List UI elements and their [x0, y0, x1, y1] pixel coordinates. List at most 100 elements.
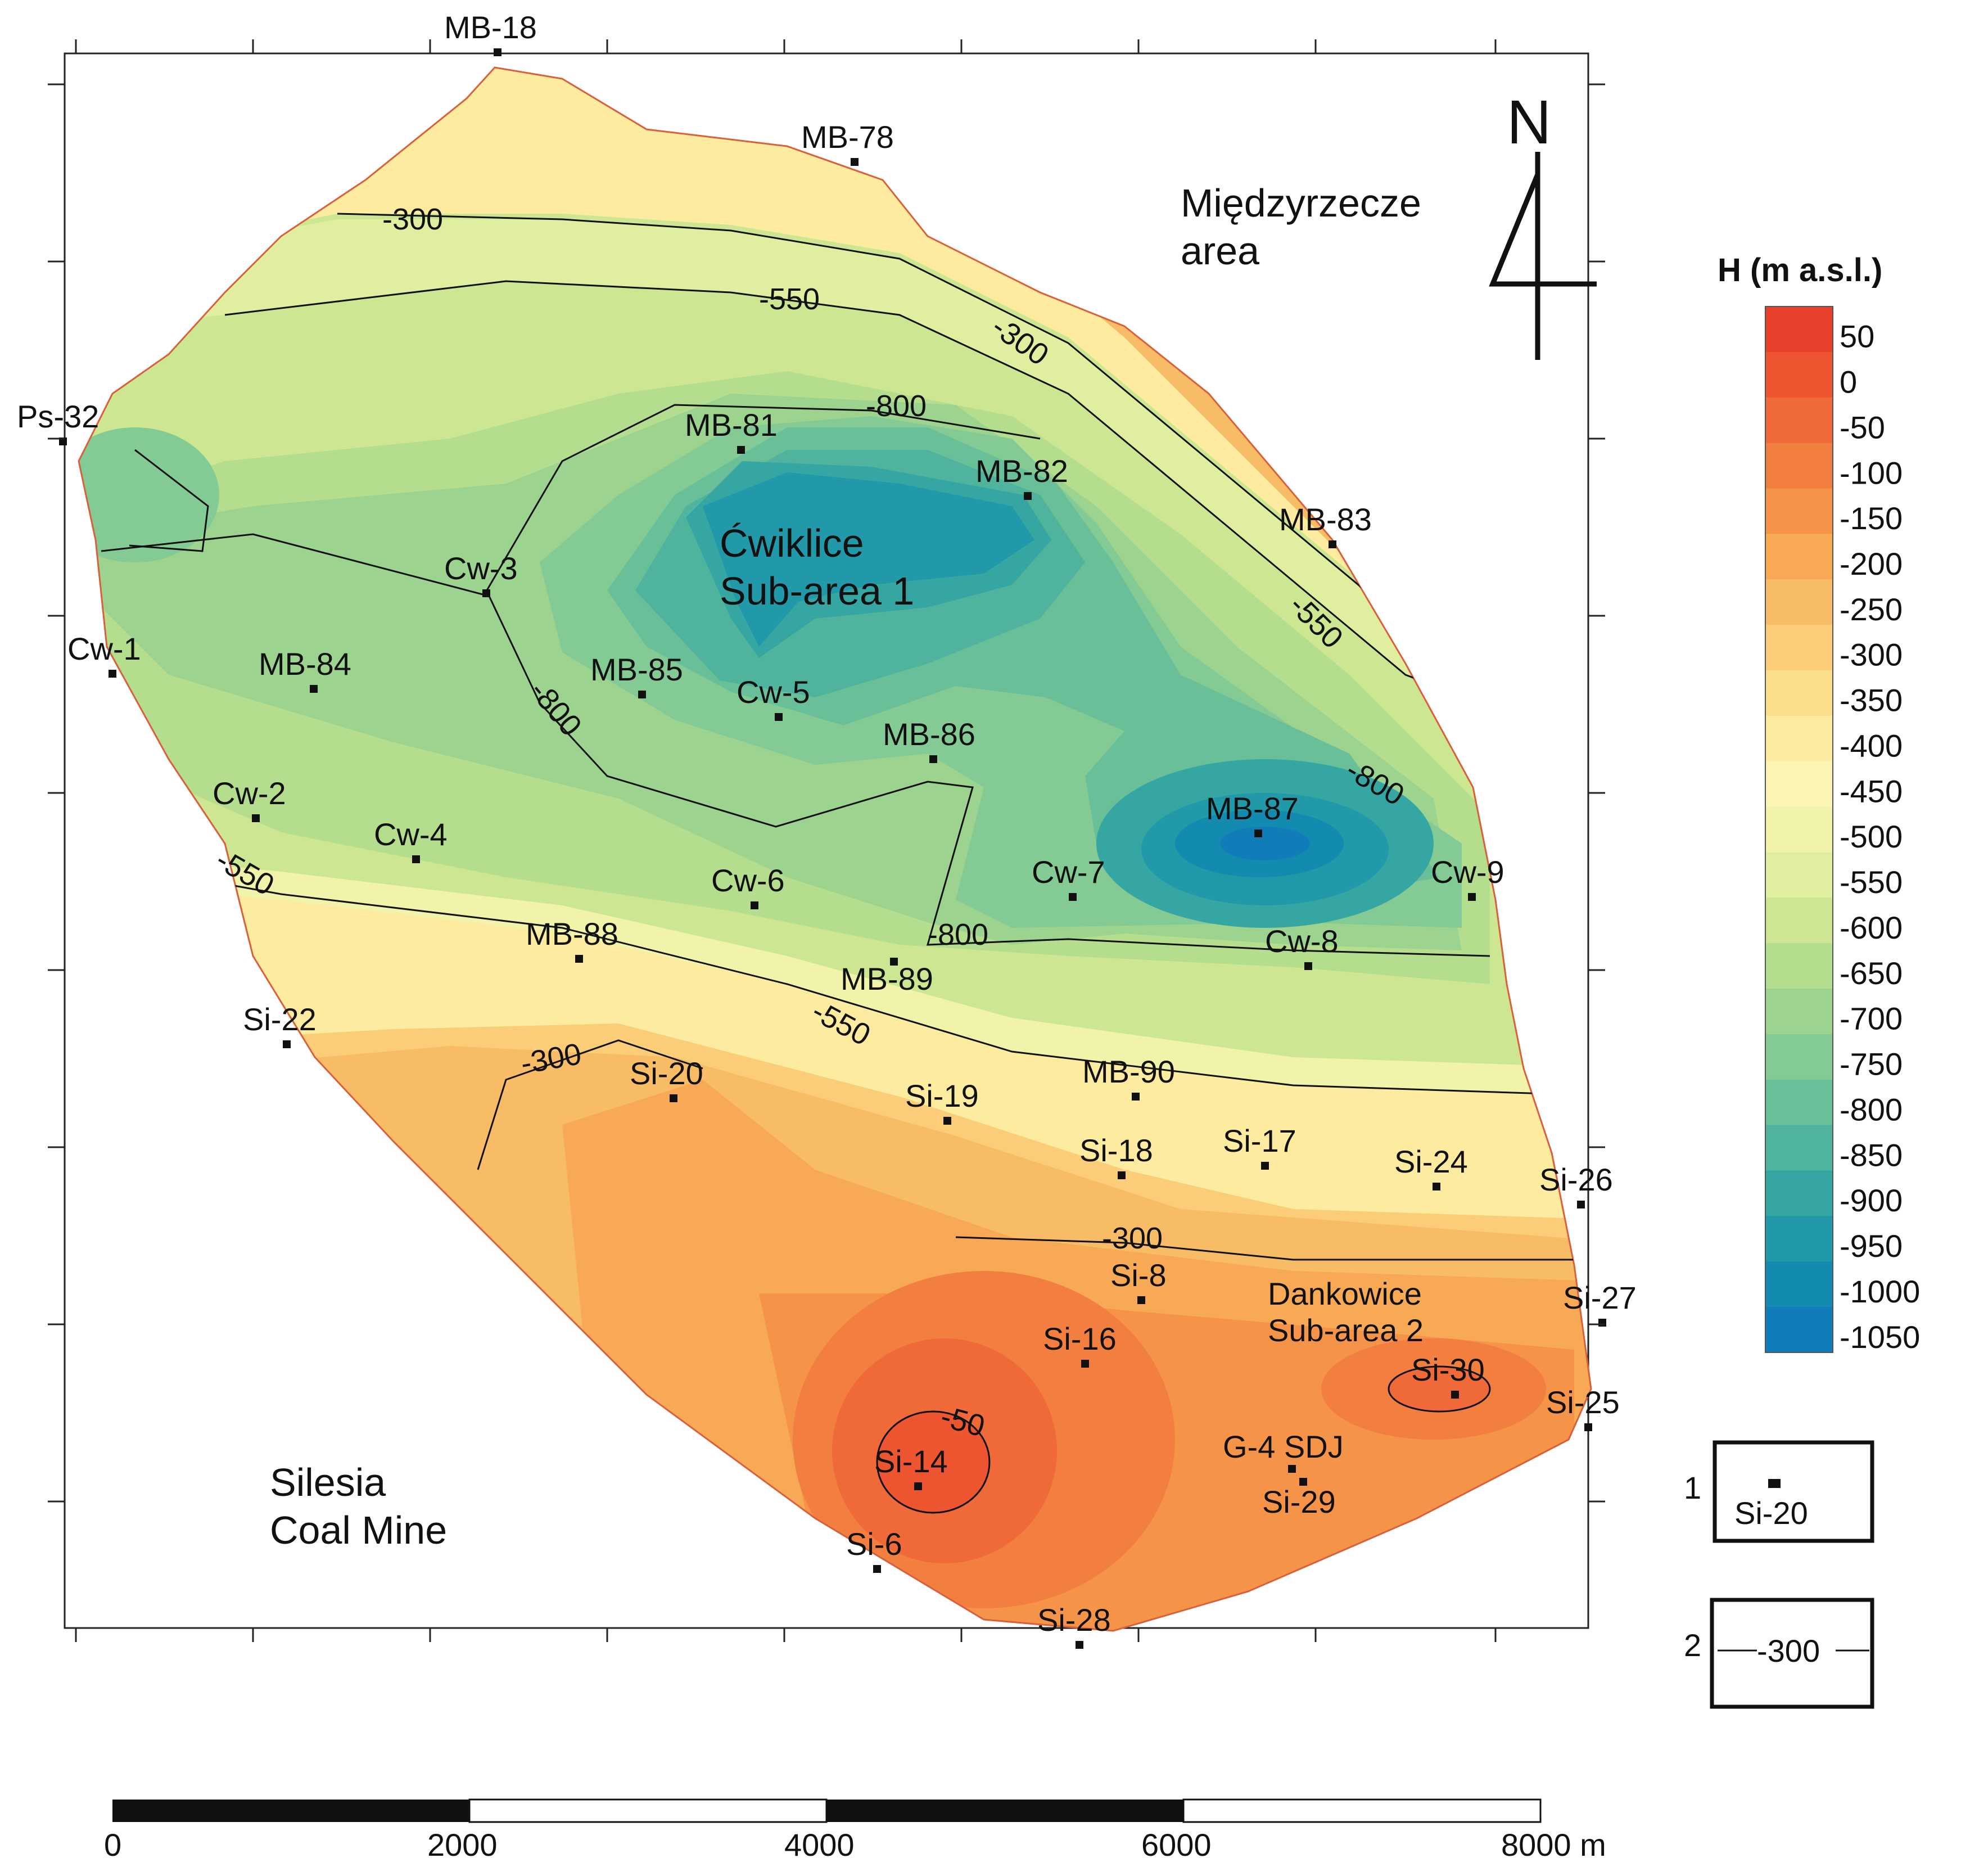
area-label-miedzyrzecze: Międzyrzecze — [1181, 181, 1421, 225]
well-marker — [1584, 1423, 1592, 1431]
area-label-miedzyrzecze-2: area — [1181, 229, 1259, 273]
legend-swatch — [1765, 1307, 1833, 1353]
legend-item-label: Si-20 — [1734, 1495, 1808, 1531]
legend-level-label: -50 — [1840, 409, 1885, 445]
well-label: MB-90 — [1082, 1054, 1175, 1089]
well-marker — [1299, 1478, 1307, 1486]
legend-swatch — [1765, 806, 1833, 853]
well-label: Si-30 — [1411, 1352, 1485, 1387]
well-label: MB-84 — [259, 646, 351, 682]
legend-swatch — [1765, 579, 1833, 626]
well-marker — [1081, 1360, 1089, 1368]
legend-level-label: 0 — [1840, 364, 1857, 400]
well-marker — [575, 955, 583, 963]
well-marker — [1132, 1093, 1140, 1101]
well-label: MB-87 — [1206, 791, 1299, 826]
area-labels: Międzyrzecze area Ćwiklice Sub-area 1 Da… — [270, 181, 1424, 1552]
well-label: Si-22 — [243, 1002, 317, 1037]
well-label: Ps-32 — [17, 399, 99, 434]
well-label: Si-29 — [1262, 1484, 1336, 1519]
legend-level-label: -800 — [1840, 1092, 1903, 1127]
legend-level-label: -750 — [1840, 1047, 1903, 1082]
well-label: Cw-2 — [213, 775, 286, 811]
legend-swatch — [1765, 1125, 1833, 1171]
well-label: Cw-7 — [1032, 854, 1105, 890]
legend-swatch — [1765, 397, 1833, 444]
well-marker — [851, 158, 859, 166]
legend-swatch — [1765, 761, 1833, 808]
well-label: Cw-9 — [1431, 854, 1504, 890]
well-marker — [914, 1482, 922, 1490]
well-marker — [1254, 829, 1262, 837]
area-label-dankowice: Dankowice — [1268, 1276, 1422, 1311]
legend-swatch — [1765, 989, 1833, 1035]
map-frame — [64, 52, 1589, 1629]
well-label: Si-19 — [905, 1078, 979, 1113]
well-label: MB-81 — [685, 407, 778, 443]
legend-level-label: 50 — [1840, 319, 1874, 354]
legend-item-label: -300 — [1757, 1633, 1820, 1668]
contour-label: -800 — [928, 918, 988, 951]
legend: H (m a.s.l.) 50 0 -50 -100 -150 -200 -250 -300 -… — [1684, 252, 1920, 1709]
legend-swatch — [1765, 534, 1833, 580]
legend-item-contour: 2 -300 — [1684, 1598, 1874, 1709]
well-marker — [1468, 893, 1476, 901]
well-marker — [1598, 1319, 1606, 1327]
well-label: MB-83 — [1279, 502, 1372, 537]
well-marker — [1024, 492, 1032, 500]
legend-colorbar — [1765, 306, 1833, 1353]
legend-level-label: -150 — [1840, 500, 1903, 536]
well-marker — [1076, 1641, 1083, 1649]
well-marker — [1329, 540, 1336, 548]
frame-ticks — [48, 39, 1605, 1642]
well-marker — [737, 446, 745, 454]
well-marker — [638, 691, 646, 698]
well-label: MB-89 — [841, 961, 933, 996]
area-label-cwiklice: Ćwiklice — [720, 521, 864, 565]
legend-swatch — [1765, 351, 1833, 398]
well-label: Si-18 — [1079, 1133, 1153, 1168]
legend-labels: 50 0 -50 -100 -150 -200 -250 -300 -350 -400 -450 -5… — [1840, 319, 1920, 1355]
well-marker — [283, 1040, 291, 1048]
well-marker — [775, 713, 783, 721]
well-marker — [1137, 1296, 1145, 1304]
well-marker — [1451, 1391, 1459, 1399]
well-label: Cw-3 — [444, 551, 518, 586]
well-group: MB-18 MB-78 Ps-32 MB-81 MB-82 MB-83 Cw-3 Cw-1 MB… — [17, 10, 1637, 1649]
well-label: Si-16 — [1043, 1321, 1117, 1356]
legend-level-label: -100 — [1840, 455, 1903, 490]
well-marker — [1577, 1201, 1585, 1208]
legend-swatch — [1765, 715, 1833, 762]
contour-label: -300 — [1102, 1221, 1163, 1255]
well-marker — [873, 1565, 881, 1573]
well-label: MB-18 — [444, 10, 537, 45]
legend-level-label: -250 — [1840, 592, 1903, 627]
well-marker — [890, 958, 898, 966]
legend-swatch — [1765, 488, 1833, 535]
well-label: Si-27 — [1563, 1280, 1637, 1315]
legend-swatch — [1765, 1261, 1833, 1308]
scale-tick-label: 0 — [104, 1827, 121, 1863]
well-marker — [670, 1094, 677, 1102]
well-marker — [494, 48, 501, 56]
legend-level-label: -300 — [1840, 637, 1903, 673]
legend-swatch — [1765, 306, 1833, 353]
well-label: G-4 SDJ — [1223, 1429, 1344, 1464]
legend-swatch — [1765, 1034, 1833, 1080]
scale-bar: 0 2000 4000 6000 8000 m — [104, 1798, 1606, 1863]
legend-level-label: -1050 — [1840, 1319, 1920, 1355]
legend-level-label: -850 — [1840, 1137, 1903, 1172]
legend-swatch — [1765, 1079, 1833, 1126]
legend-level-label: -450 — [1840, 773, 1903, 809]
legend-swatch — [1765, 670, 1833, 716]
contour-label: -800 — [866, 389, 927, 423]
legend-item-well: 1 Si-20 — [1684, 1440, 1874, 1543]
legend-level-label: -1000 — [1840, 1274, 1920, 1309]
legend-level-label: -500 — [1840, 819, 1903, 854]
north-arrow: N — [1489, 88, 1597, 360]
well-label: Cw-6 — [711, 863, 785, 898]
contour-label: -300 — [382, 202, 443, 236]
well-label: Si-20 — [630, 1056, 703, 1091]
well-marker — [1304, 962, 1312, 970]
